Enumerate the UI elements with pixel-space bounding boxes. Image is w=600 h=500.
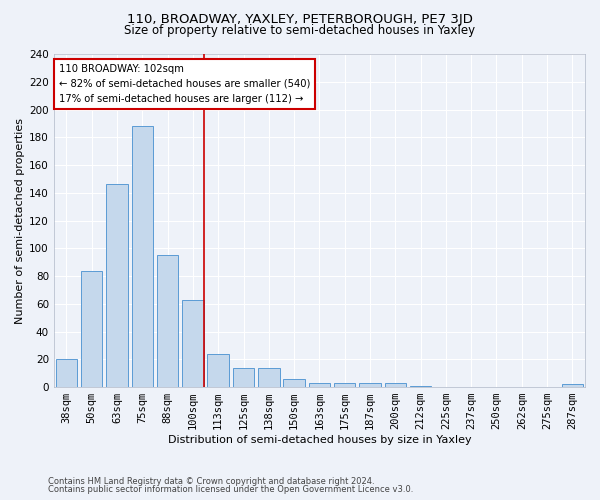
Bar [359,383,381,387]
Bar [283,379,305,387]
Bar [308,383,330,387]
Bar [385,383,406,387]
Bar [562,384,583,387]
Bar [81,270,103,387]
Bar [157,255,178,387]
Bar [410,386,431,387]
Text: 110, BROADWAY, YAXLEY, PETERBOROUGH, PE7 3JD: 110, BROADWAY, YAXLEY, PETERBOROUGH, PE7… [127,12,473,26]
Bar [208,354,229,387]
Bar [56,360,77,387]
Text: 110 BROADWAY: 102sqm
← 82% of semi-detached houses are smaller (540)
17% of semi: 110 BROADWAY: 102sqm ← 82% of semi-detac… [59,64,310,104]
Bar [334,383,355,387]
Y-axis label: Number of semi-detached properties: Number of semi-detached properties [15,118,25,324]
Bar [131,126,153,387]
Text: Contains public sector information licensed under the Open Government Licence v3: Contains public sector information licen… [48,485,413,494]
X-axis label: Distribution of semi-detached houses by size in Yaxley: Distribution of semi-detached houses by … [167,435,471,445]
Bar [258,368,280,387]
Bar [106,184,128,387]
Bar [233,368,254,387]
Bar [182,300,203,387]
Text: Contains HM Land Registry data © Crown copyright and database right 2024.: Contains HM Land Registry data © Crown c… [48,477,374,486]
Text: Size of property relative to semi-detached houses in Yaxley: Size of property relative to semi-detach… [124,24,476,37]
